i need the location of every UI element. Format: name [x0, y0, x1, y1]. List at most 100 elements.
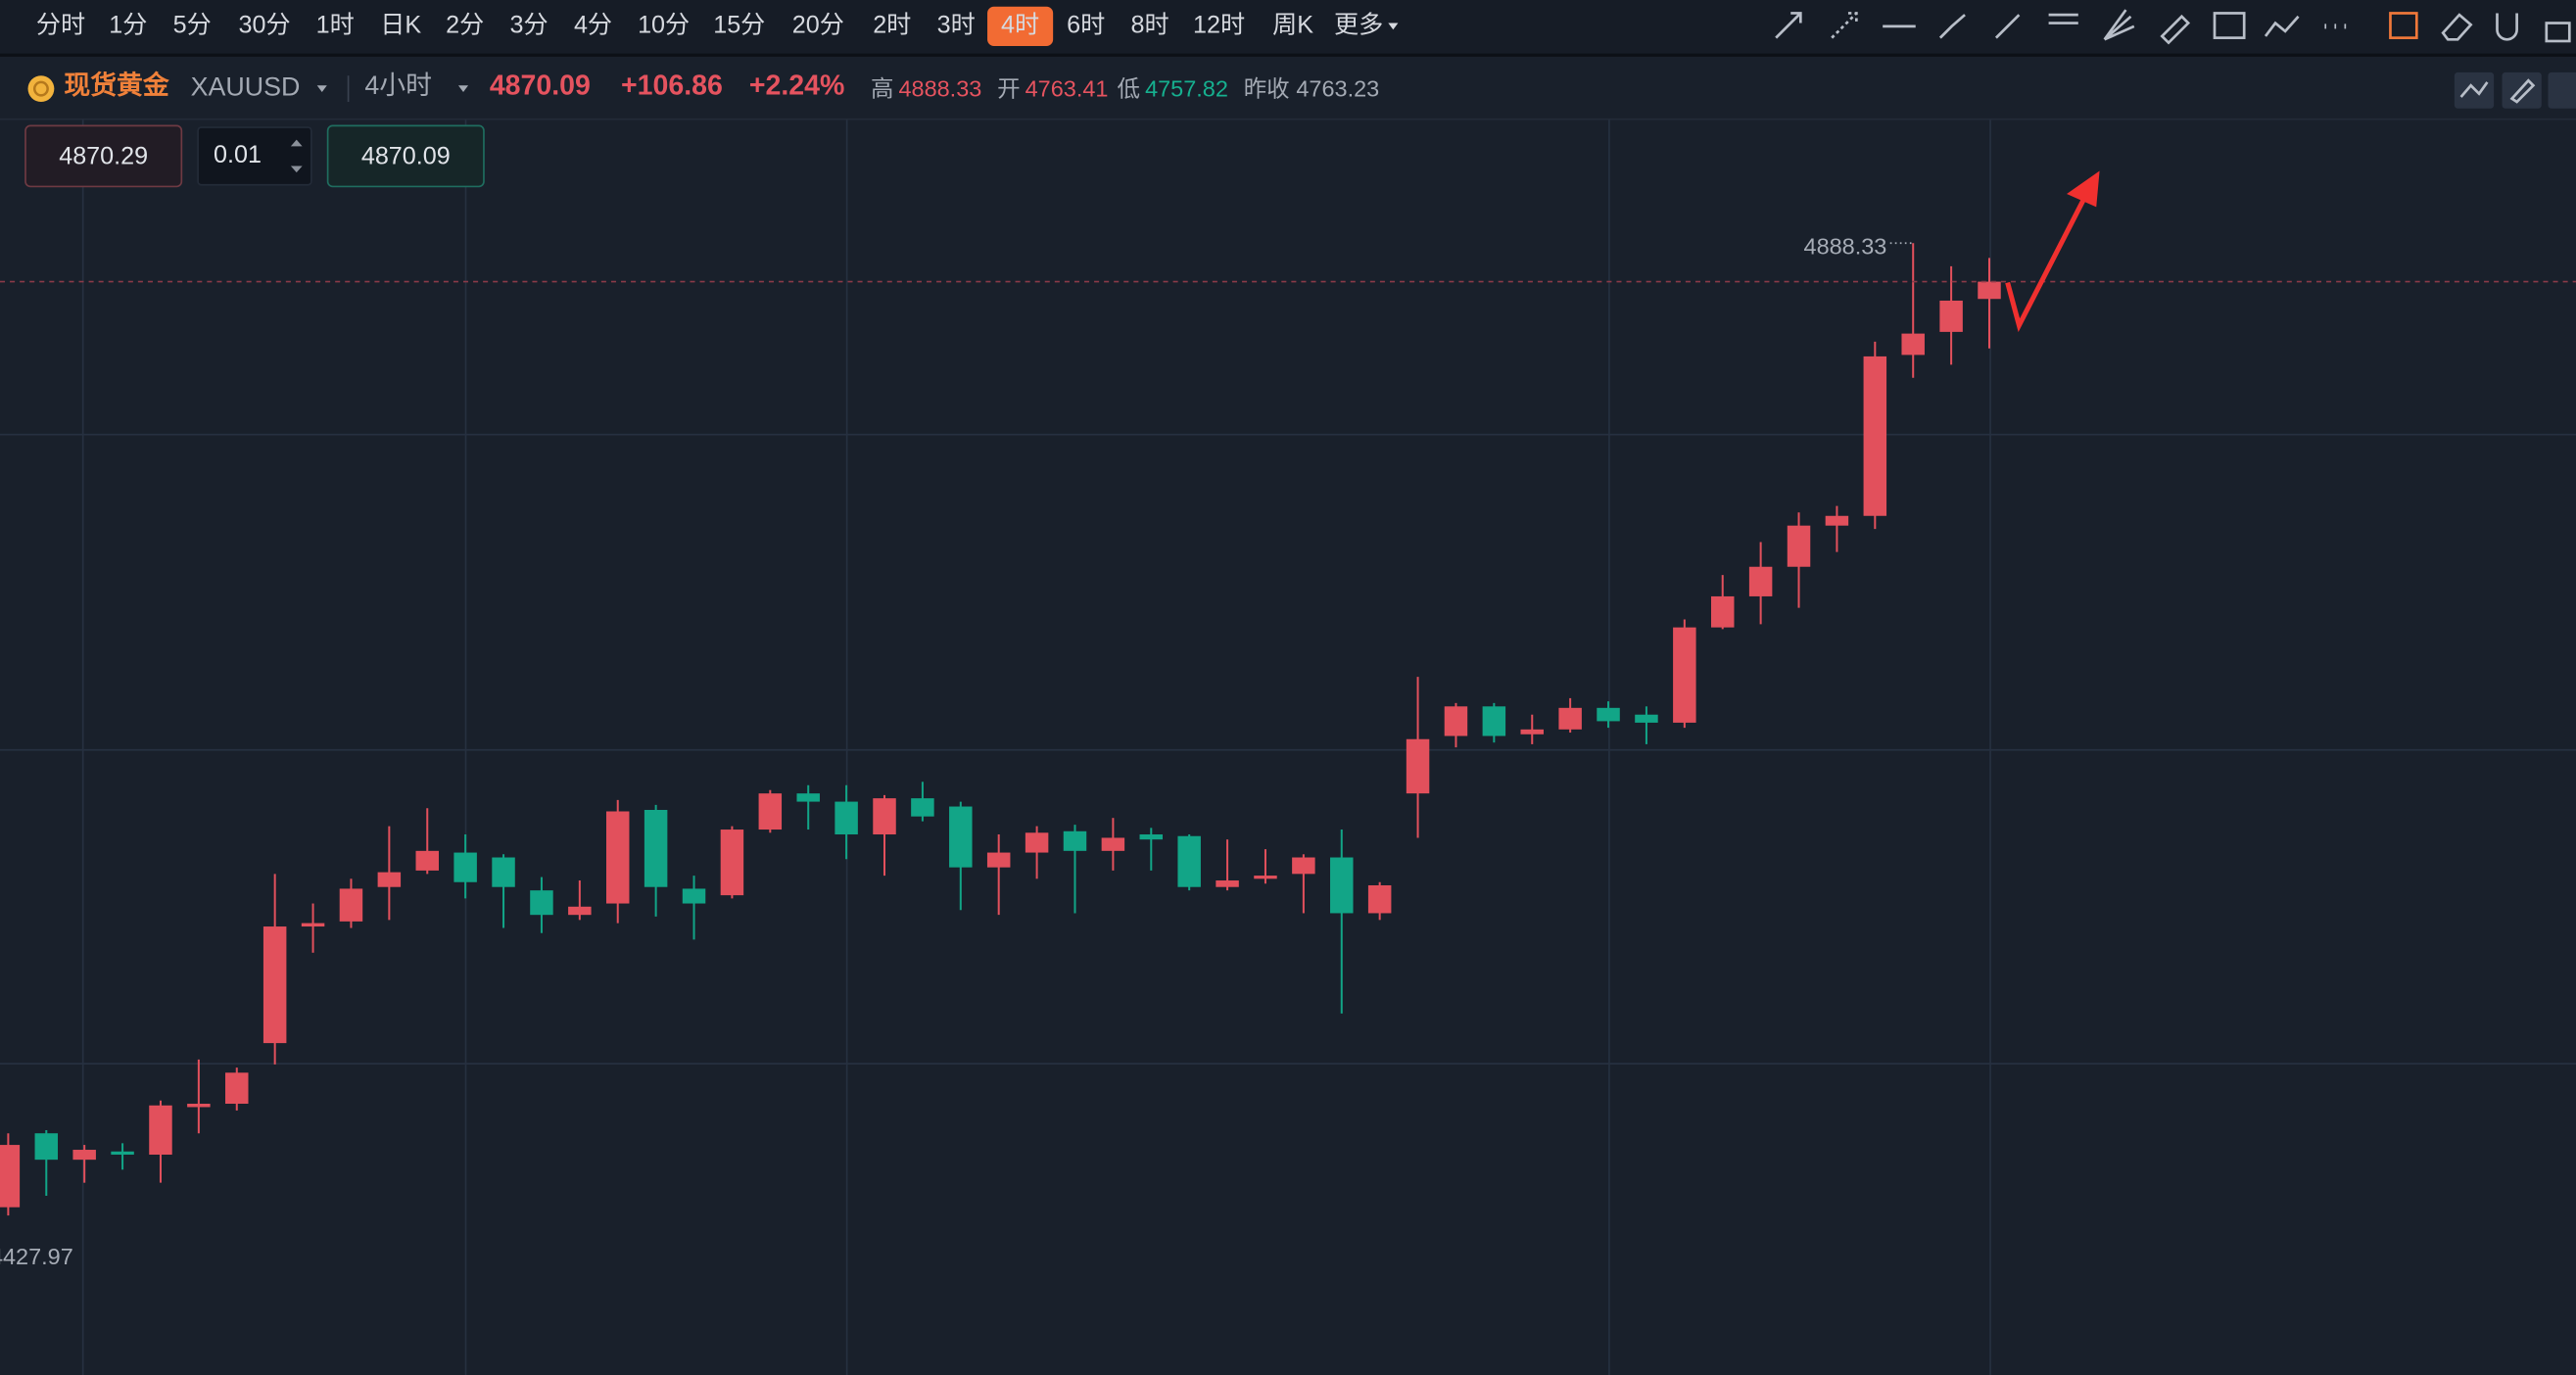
timeframe[interactable]: 1分 — [109, 12, 147, 39]
price: 4870.09 — [490, 70, 591, 101]
candle-body — [262, 926, 287, 1044]
candle-body — [835, 801, 858, 835]
timeframe[interactable]: 5分 — [173, 12, 212, 39]
tool-icon[interactable] — [1831, 12, 1858, 39]
timeframe[interactable]: 2分 — [446, 12, 484, 39]
candle-body — [644, 809, 668, 887]
candle-body — [796, 793, 820, 802]
candle-body — [492, 857, 515, 887]
candle-body — [1216, 880, 1239, 887]
candle-body — [1101, 837, 1125, 851]
timeframe[interactable]: 12时 — [1193, 12, 1245, 39]
quantity-input[interactable] — [197, 126, 312, 186]
candle-body — [34, 1133, 59, 1161]
period[interactable]: 4小时 — [364, 71, 432, 100]
timeframe[interactable]: 2时 — [873, 12, 911, 39]
candle-body — [1139, 834, 1164, 840]
timeframe[interactable]: 分时 — [36, 12, 85, 39]
sell-button[interactable] — [24, 124, 183, 188]
candle-body — [1025, 832, 1049, 853]
control-button[interactable] — [2548, 71, 2576, 109]
timeframe[interactable]: 更多 — [1334, 12, 1383, 39]
tool-icon[interactable] — [2545, 22, 2571, 43]
sell-price: 4870.29 — [59, 143, 148, 170]
candle-body — [1254, 876, 1277, 879]
candle-body — [1673, 627, 1696, 723]
timeframe[interactable]: 4时 — [1001, 12, 1039, 39]
tool-icon[interactable] — [2213, 12, 2246, 39]
low-label: 低 — [1118, 76, 1140, 102]
candle-body — [1330, 857, 1354, 914]
candle-body — [339, 888, 363, 922]
control-button[interactable] — [2502, 71, 2542, 109]
candle-body — [530, 890, 553, 916]
candle-body — [72, 1150, 96, 1161]
control-icon — [2509, 78, 2536, 104]
tool-icon[interactable] — [2103, 9, 2135, 41]
candle-body — [1863, 356, 1887, 516]
tool-icon[interactable] — [1938, 14, 1966, 39]
candle-body — [1482, 706, 1506, 736]
high: 4888.33 — [898, 76, 981, 102]
timeframe[interactable]: 3时 — [937, 12, 976, 39]
candle-body — [1787, 525, 1811, 567]
tool-icon[interactable] — [2496, 13, 2518, 41]
chart-controls — [2454, 71, 2576, 109]
dropdown-arrow — [457, 85, 469, 92]
buy-button[interactable] — [326, 124, 485, 188]
open-label: 开 — [997, 76, 1020, 102]
instrument-name: 现货黄金 — [64, 70, 168, 100]
candle-body — [1825, 515, 1849, 526]
tool-icon[interactable] — [1994, 14, 2021, 39]
coin-icon — [27, 75, 55, 103]
candle-body — [720, 830, 744, 896]
candle-body — [605, 811, 630, 904]
high-label: 高 — [871, 76, 893, 102]
timeframe[interactable]: 10分 — [638, 12, 690, 39]
tool-icon[interactable] — [2264, 15, 2300, 37]
timeframe[interactable]: 20分 — [792, 12, 844, 39]
coin-icon — [32, 80, 49, 97]
candle-body — [873, 798, 896, 835]
candle-body — [1406, 738, 1430, 794]
candle-body — [1558, 707, 1582, 730]
candle-body — [187, 1104, 211, 1108]
candle-body — [1710, 595, 1735, 628]
tool-icon[interactable] — [2441, 13, 2473, 41]
candle-body — [1367, 884, 1392, 914]
timeframe[interactable]: 4分 — [574, 12, 612, 39]
timeframe[interactable]: 30分 — [238, 12, 290, 39]
symbol[interactable]: XAUUSD — [191, 72, 301, 102]
candle-body — [911, 798, 934, 817]
timeframe[interactable]: 15分 — [713, 12, 765, 39]
timeframe[interactable]: 1时 — [316, 12, 355, 39]
candle-body — [225, 1072, 249, 1105]
tool-icon[interactable] — [2389, 12, 2418, 39]
candle-body — [415, 850, 439, 871]
arrow-head — [2067, 170, 2100, 208]
tool-icon[interactable] — [2160, 14, 2191, 45]
spinner[interactable] — [290, 139, 303, 173]
dropdown-arrow — [1388, 23, 1399, 30]
timeframe[interactable]: 日K — [380, 12, 421, 39]
prev-close: 4763.23 — [1296, 76, 1379, 102]
candle-body — [1177, 835, 1201, 887]
timeframe[interactable]: 8时 — [1131, 12, 1169, 39]
candle-body — [1635, 714, 1658, 723]
timeframe[interactable]: 周K — [1272, 12, 1313, 39]
candle-body — [1978, 281, 2001, 300]
low: 4757.82 — [1145, 76, 1228, 102]
timeframe[interactable]: 6时 — [1067, 12, 1105, 39]
tool-icon[interactable] — [1775, 12, 1802, 39]
quantity: 0.01 — [214, 141, 262, 168]
candle-body — [377, 872, 402, 887]
candle-body — [1748, 566, 1773, 596]
annotation-arrow — [2005, 170, 2100, 333]
drawing-tools[interactable] — [1775, 9, 2571, 45]
candle-body — [1939, 300, 1963, 332]
timeframe[interactable]: 3分 — [510, 12, 549, 39]
tool-icon[interactable] — [2048, 13, 2078, 24]
